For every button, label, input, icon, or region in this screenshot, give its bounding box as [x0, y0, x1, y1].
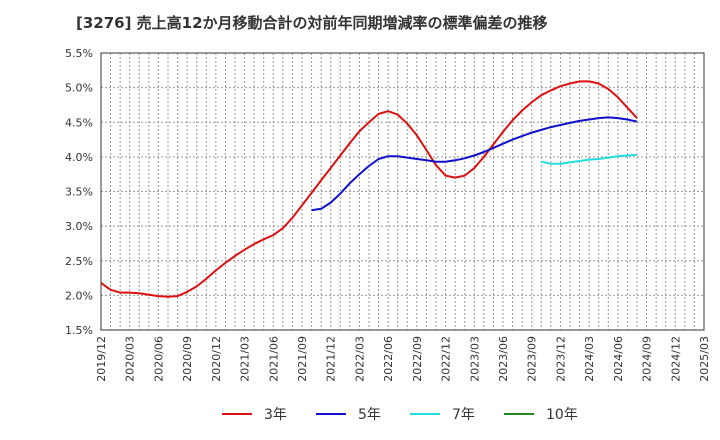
chart-title: [3276] 売上高12か月移動合計の対前年同期増減率の標準偏差の推移	[76, 14, 548, 32]
y-tick-label: 1.5%	[65, 324, 93, 337]
y-tick-label: 3.0%	[65, 220, 93, 233]
legend-label: 10年	[546, 407, 578, 423]
x-tick-label: 2023/12	[554, 336, 567, 382]
series-line-7年	[541, 153, 638, 165]
series-line-3年	[100, 80, 638, 298]
x-tick-label: 2019/12	[95, 336, 108, 382]
y-tick-label: 4.5%	[65, 116, 93, 129]
y-tick-label: 3.5%	[65, 186, 93, 199]
x-tick-label: 2024/09	[641, 336, 654, 382]
y-tick-label: 4.0%	[65, 151, 93, 164]
x-tick-label: 2020/12	[210, 336, 223, 382]
series-lines	[100, 80, 638, 298]
x-tick-label: 2022/09	[411, 336, 424, 382]
y-axis-ticks: 1.5% 2.0% 2.5% 3.0% 3.5% 4.0% 4.5% 5.0% 5.5%	[65, 47, 93, 337]
x-tick-label: 2023/06	[497, 336, 510, 382]
x-tick-label: 2022/06	[382, 336, 395, 382]
x-tick-label: 2021/12	[325, 336, 338, 382]
legend: 3年 5年 7年 10年	[222, 407, 578, 423]
x-tick-label: 2025/03	[698, 336, 711, 382]
plot-frame	[100, 52, 705, 331]
x-axis-ticks: 2019/12 2020/03 2020/06 2020/09 2020/12 2021/…	[95, 336, 711, 382]
x-tick-label: 2020/09	[181, 336, 194, 382]
x-tick-label: 2023/03	[468, 336, 481, 382]
x-tick-label: 2021/03	[239, 336, 252, 382]
x-tick-label: 2024/03	[583, 336, 596, 382]
y-tick-label: 5.0%	[65, 82, 93, 95]
series-line-5年	[311, 116, 638, 212]
legend-label: 7年	[452, 407, 475, 423]
y-tick-label: 5.5%	[65, 47, 93, 60]
x-tick-label: 2024/06	[612, 336, 625, 382]
x-tick-label: 2022/03	[353, 336, 366, 382]
legend-label: 5年	[358, 407, 381, 423]
legend-label: 3年	[264, 407, 287, 423]
y-tick-label: 2.0%	[65, 289, 93, 302]
y-tick-label: 2.5%	[65, 255, 93, 268]
x-tick-label: 2022/12	[440, 336, 453, 382]
x-tick-label: 2021/09	[296, 336, 309, 382]
x-tick-label: 2024/12	[669, 336, 682, 382]
x-tick-label: 2020/03	[124, 336, 137, 382]
x-tick-label: 2023/09	[526, 336, 539, 382]
x-tick-label: 2020/06	[152, 336, 165, 382]
x-tick-label: 2021/06	[267, 336, 280, 382]
